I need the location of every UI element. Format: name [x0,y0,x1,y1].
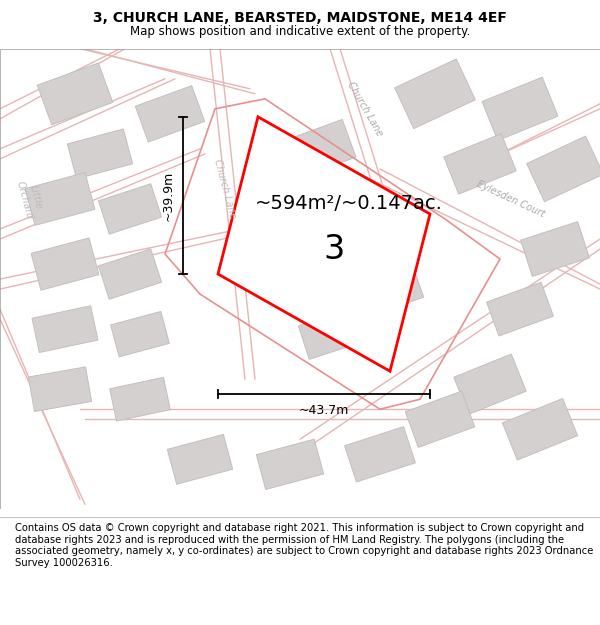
Polygon shape [487,282,553,336]
Polygon shape [110,378,170,421]
Polygon shape [67,129,133,179]
Text: Church Lane: Church Lane [346,80,385,138]
Polygon shape [218,117,430,371]
Polygon shape [256,439,323,489]
Text: ~43.7m: ~43.7m [299,404,349,418]
Text: 3: 3 [323,232,344,266]
Polygon shape [32,306,98,352]
Polygon shape [502,399,578,460]
Polygon shape [284,119,356,178]
Polygon shape [406,391,475,448]
Polygon shape [25,173,95,226]
Text: Church Lane: Church Lane [212,158,238,220]
Polygon shape [527,136,600,202]
Polygon shape [110,311,169,357]
Polygon shape [454,354,526,414]
Polygon shape [298,309,362,359]
Polygon shape [482,77,558,141]
Polygon shape [31,238,99,290]
Polygon shape [98,249,161,299]
Text: Contains OS data © Crown copyright and database right 2021. This information is : Contains OS data © Crown copyright and d… [15,523,593,568]
Polygon shape [395,59,475,129]
Polygon shape [37,63,113,125]
Polygon shape [98,184,161,234]
Polygon shape [344,427,415,482]
Polygon shape [28,367,92,411]
Text: 3, CHURCH LANE, BEARSTED, MAIDSTONE, ME14 4EF: 3, CHURCH LANE, BEARSTED, MAIDSTONE, ME1… [93,11,507,25]
Polygon shape [356,261,424,317]
Polygon shape [521,222,589,276]
Text: ~39.9m: ~39.9m [162,171,175,221]
Polygon shape [136,86,205,142]
Polygon shape [167,434,233,484]
Text: Little
Orchard: Little Orchard [14,177,46,221]
Text: Map shows position and indicative extent of the property.: Map shows position and indicative extent… [130,25,470,38]
Polygon shape [444,134,516,194]
Text: Eylesden Court: Eylesden Court [475,179,546,219]
Text: ~594m²/~0.147ac.: ~594m²/~0.147ac. [255,194,443,214]
